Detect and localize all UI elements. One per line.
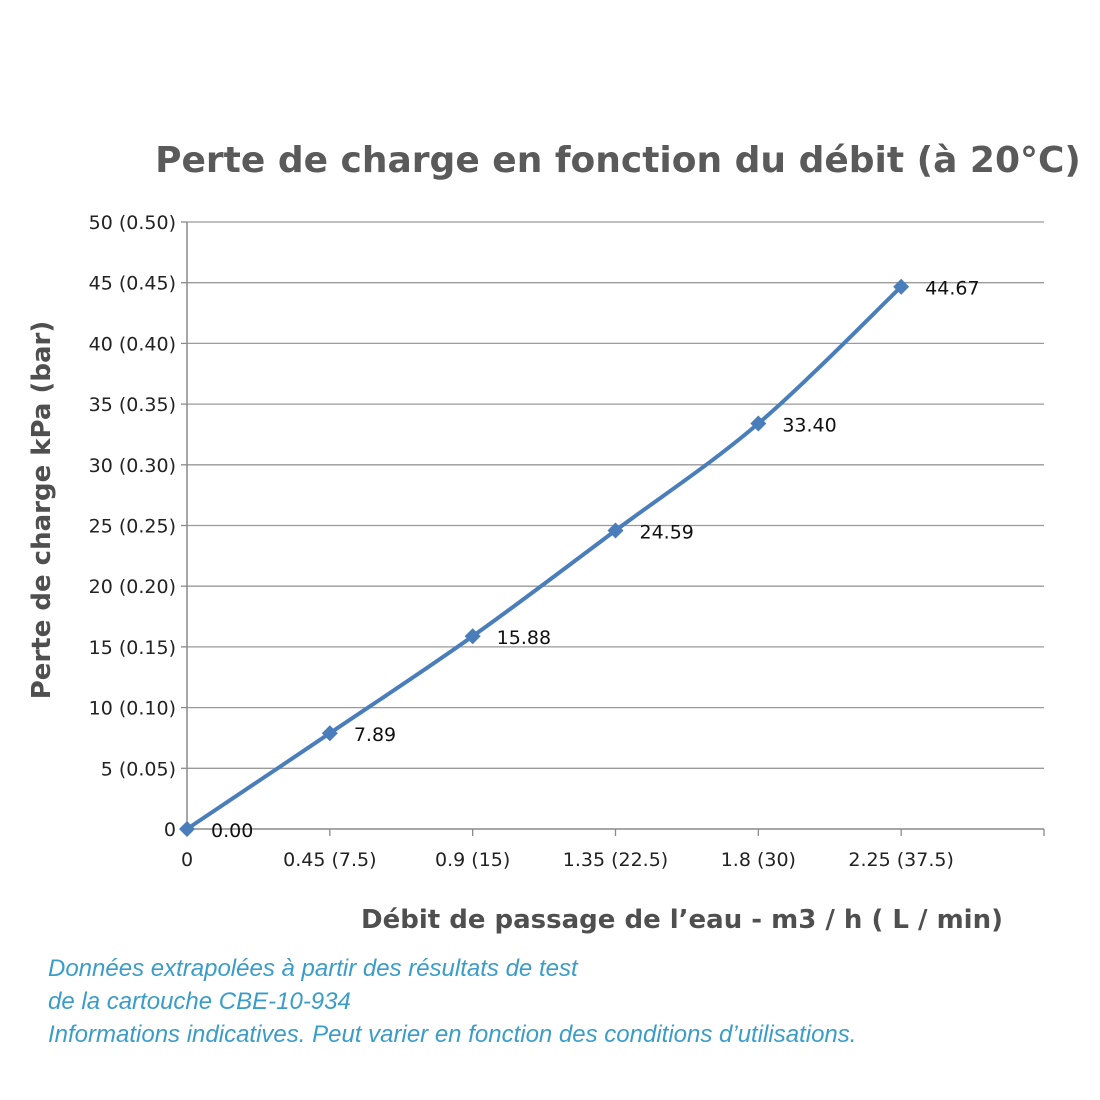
x-tick-label: 0.45 (7.5) [283,849,376,871]
y-tick-label: 35 (0.35) [89,394,176,416]
y-tick-label: 10 (0.10) [89,698,176,720]
data-label: 33.40 [782,415,836,437]
x-tick-label: 1.8 (30) [721,849,796,871]
y-tick-label: 0 [164,819,176,841]
data-point-marker [321,725,338,742]
x-tick-label: 1.35 (22.5) [563,849,668,871]
x-axis-title: Débit de passage de l’eau - m3 / h ( L /… [361,905,1003,935]
data-label: 24.59 [640,521,694,543]
data-point-marker [464,628,481,645]
gridlines [187,221,1044,769]
x-tick-labels: 0 0.45 (7.5) 0.9 (15) 1.35 (22.5) 1.8 (30) 2.… [181,849,954,871]
data-label: 44.67 [925,278,979,300]
data-labels: 0.00 7.89 15.88 24.59 33.40 44.67 [211,278,980,842]
x-tick-label: 0.9 (15) [435,849,510,871]
x-tick-label: 2.25 (37.5) [848,849,953,871]
chart-title: Perte de charge en fonction du débit (à … [155,140,1081,181]
note-line-1: Données extrapolées à partir des résulta… [48,955,578,982]
data-label: 7.89 [354,724,396,746]
data-label: 15.88 [497,627,551,649]
data-point-marker [750,415,767,432]
axes [181,221,1045,836]
y-tick-label: 40 (0.40) [89,333,176,355]
y-tick-label: 5 (0.05) [101,758,176,780]
data-point-marker [893,278,910,295]
series-line [185,284,904,831]
y-tick-label: 50 (0.50) [89,212,176,234]
note-line-2: de la cartouche CBE-10-934 [48,988,351,1015]
note-line-3: Informations indicatives. Peut varier en… [48,1021,857,1048]
y-tick-label: 25 (0.25) [89,516,176,538]
x-tick-label: 0 [181,849,193,871]
y-tick-labels: 0 5 (0.05) 10 (0.10) 15 (0.15) 20 (0.20) 25 (… [89,212,176,841]
data-point-marker [179,821,195,837]
y-axis-title: Perte de charge kPa (bar) [27,321,57,700]
data-label: 0.00 [211,820,253,842]
y-tick-label: 15 (0.15) [89,637,176,659]
data-point-marker [607,522,624,539]
y-tick-label: 20 (0.20) [89,576,176,598]
y-tick-label: 30 (0.30) [89,455,176,477]
y-tick-label: 45 (0.45) [89,273,176,295]
series [179,278,910,837]
